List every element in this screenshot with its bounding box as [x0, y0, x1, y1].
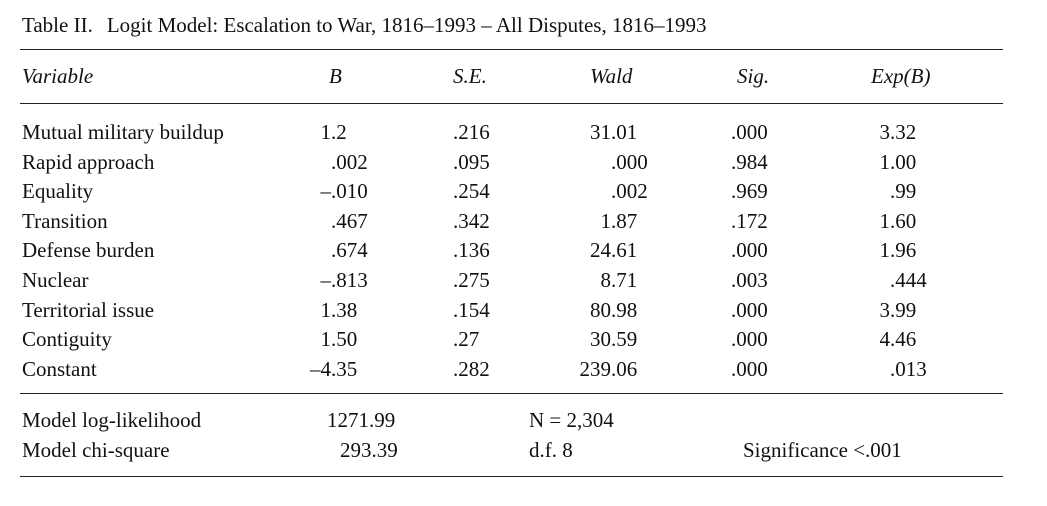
cell-wald: 8.71 — [600, 268, 638, 292]
header-variable: Variable — [22, 64, 94, 88]
cell-wald: .002 — [611, 179, 648, 204]
cell-sig: .969 — [731, 179, 768, 204]
cell-wald: 1.87 — [600, 208, 638, 233]
header-se: S.E. — [453, 64, 487, 88]
cell-sig: .000 — [731, 238, 768, 263]
header-wald: Wald — [590, 64, 633, 88]
footer-loglik-value: 1271.99 — [327, 408, 396, 432]
cell-b: 1.50 — [320, 327, 358, 352]
cell-variable: Rapid approach — [22, 149, 155, 174]
cell-expb: 4.46 — [879, 327, 917, 352]
footer-chisq-value: 293.39 — [340, 438, 398, 462]
cell-sig: .172 — [731, 208, 768, 233]
cell-wald: 239.06 — [579, 356, 638, 381]
top-rule — [20, 49, 1003, 50]
cell-b: –.813 — [320, 268, 368, 292]
table-caption: Table II. Logit Model: Escalation to War,… — [22, 13, 706, 38]
cell-variable: Nuclear — [22, 268, 89, 292]
cell-se: .154 — [453, 297, 490, 322]
cell-b: .467 — [331, 208, 368, 233]
cell-se: .27 — [453, 327, 480, 352]
cell-expb: 1.00 — [879, 149, 917, 174]
footer-chisq-label: Model chi-square — [22, 438, 170, 462]
cell-expb: .444 — [890, 268, 927, 292]
cell-b: –.010 — [320, 179, 368, 204]
cell-sig: .000 — [731, 297, 768, 322]
caption-title: Logit Model: Escalation to War, 1816–199… — [106, 13, 707, 37]
cell-se: .342 — [453, 208, 490, 233]
cell-variable: Contiguity — [22, 327, 112, 352]
cell-sig: .000 — [731, 120, 768, 144]
cell-wald: 24.61 — [590, 238, 638, 263]
cell-wald: .000 — [611, 149, 648, 174]
cell-wald: 30.59 — [590, 327, 638, 352]
body-rule — [20, 393, 1003, 394]
caption-label: Table II. — [22, 13, 93, 37]
cell-se: .254 — [453, 179, 490, 204]
cell-variable: Territorial issue — [22, 297, 155, 322]
cell-expb: 3.32 — [879, 120, 917, 144]
cell-se: .216 — [453, 120, 490, 144]
cell-se: .095 — [453, 149, 490, 174]
cell-sig: .984 — [731, 149, 768, 174]
cell-wald: 80.98 — [590, 297, 638, 322]
cell-sig: .003 — [731, 268, 768, 292]
cell-sig: .000 — [731, 327, 768, 352]
footer-loglik-label: Model log-likelihood — [22, 408, 202, 432]
header-rule — [20, 103, 1003, 104]
footer-df: d.f. 8 — [529, 438, 573, 462]
cell-expb: 3.99 — [879, 297, 917, 322]
footer-n: N = 2,304 — [529, 408, 614, 432]
cell-expb: .99 — [890, 179, 917, 204]
cell-se: .275 — [453, 268, 490, 292]
cell-expb: 1.96 — [879, 238, 917, 263]
header-expb: Exp(B) — [871, 64, 931, 88]
cell-b: .002 — [331, 149, 368, 174]
header-b: B — [329, 64, 342, 88]
footer-significance: Significance <.001 — [743, 438, 902, 462]
cell-se: .282 — [453, 356, 490, 381]
header-sig: Sig. — [737, 64, 770, 88]
cell-variable: Defense burden — [22, 238, 155, 263]
cell-wald: 31.01 — [590, 120, 638, 144]
cell-b: –4.35 — [310, 356, 358, 381]
cell-expb: .013 — [890, 356, 927, 381]
cell-variable: Mutual military buildup — [22, 120, 224, 144]
cell-expb: 1.60 — [879, 208, 917, 233]
cell-variable: Transition — [22, 208, 108, 233]
cell-b: .674 — [331, 238, 368, 263]
cell-b: 1.2 — [320, 120, 347, 144]
bottom-rule — [20, 476, 1003, 477]
cell-variable: Constant — [22, 356, 97, 381]
cell-b: 1.38 — [320, 297, 358, 322]
cell-variable: Equality — [22, 179, 94, 204]
cell-se: .136 — [453, 238, 490, 263]
cell-sig: .000 — [731, 356, 768, 381]
